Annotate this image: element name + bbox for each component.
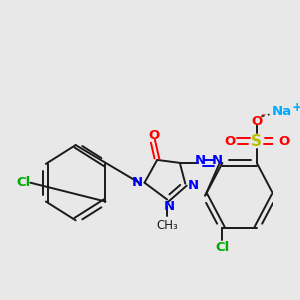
- Text: O: O: [224, 135, 235, 148]
- Text: O: O: [251, 115, 262, 128]
- Text: N: N: [132, 176, 143, 189]
- Text: N: N: [164, 200, 175, 213]
- Text: Na: Na: [272, 105, 292, 118]
- Text: CH₃: CH₃: [156, 219, 178, 232]
- Text: ⁻: ⁻: [260, 112, 266, 122]
- Text: N: N: [195, 154, 206, 167]
- Text: N: N: [212, 154, 223, 167]
- Text: N: N: [188, 179, 199, 192]
- Text: +: +: [291, 101, 300, 114]
- Text: O: O: [149, 129, 160, 142]
- Text: O: O: [278, 135, 290, 148]
- Text: Cl: Cl: [16, 176, 30, 189]
- Text: Cl: Cl: [215, 242, 230, 254]
- Text: S: S: [251, 134, 262, 149]
